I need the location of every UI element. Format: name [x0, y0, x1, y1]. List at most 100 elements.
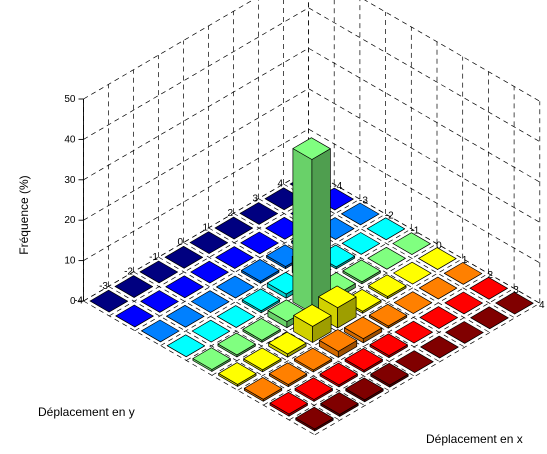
grid-line-z-4 [83, 7, 540, 143]
bar-x0-y2 [342, 259, 381, 285]
bar-x2-y-3 [268, 362, 308, 388]
bar-x-2-y-3 [166, 304, 205, 328]
bar-x2-y1 [368, 303, 408, 329]
bar-x4-y0 [395, 350, 434, 373]
bar-x-2-y-2 [191, 290, 230, 313]
x-tick-label: 0 [436, 240, 442, 251]
y-tick-label: 0 [177, 237, 183, 248]
y-tick-label: 4 [277, 179, 283, 190]
bar-x-4-y0 [189, 231, 228, 254]
x-tick-label: 1 [462, 255, 468, 266]
bar-x1-y4 [418, 247, 457, 270]
bar-x-4-y1 [214, 216, 253, 240]
bars-layer [89, 137, 534, 432]
bar-x-1-y-1 [241, 288, 281, 314]
bar-x-1-y4 [366, 217, 406, 241]
bar-x-4-y-2 [139, 260, 178, 284]
y-axis-label: Déplacement en y [38, 405, 135, 419]
y-tick-label: -1 [149, 252, 158, 263]
y-tick-label: -3 [99, 281, 108, 292]
grid-line-z-5 [83, 0, 540, 102]
z-tick-label: 10 [64, 256, 76, 267]
bar-x-4-y-1 [164, 245, 203, 269]
bar-x1-y-4 [218, 362, 257, 387]
bar-x3-y0 [369, 333, 408, 359]
grid-line-floor [288, 288, 515, 421]
bar-x-2-y0 [241, 259, 280, 284]
bar-x2-y3 [418, 276, 458, 300]
bar-x0-y-4 [192, 347, 231, 372]
grid-line-floor [263, 273, 489, 406]
x-tick-label: 4 [539, 300, 545, 311]
x-tick-label: -1 [410, 225, 419, 236]
bar-x4-y1 [420, 335, 459, 359]
bar-x1-y3 [393, 261, 432, 285]
grid-line-floor [314, 302, 540, 436]
bar-x2-y2 [393, 291, 433, 314]
bar-x0-y4 [392, 232, 431, 255]
y-tick-label: -4 [74, 296, 83, 307]
z-axis-label: Fréquence (%) [17, 175, 31, 254]
y-tick-label: 3 [252, 193, 258, 204]
bar-x0-y3 [367, 246, 406, 270]
y-tick-label: 2 [227, 208, 233, 219]
bar-x-2-y4 [341, 202, 380, 226]
bar-x4-y3 [470, 306, 509, 330]
bar-x2-y-4 [243, 377, 283, 402]
grid-line-floor [83, 169, 309, 302]
x-axis-label: Déplacement en x [426, 432, 523, 446]
x-tick-label: -2 [385, 211, 394, 222]
bar-x2-y0 [343, 316, 383, 344]
bar-x1-y2 [368, 274, 407, 300]
z-tick-label: 30 [64, 175, 76, 186]
ticks-layer: 0 10 20 30 40 50 -4 -3 -2 -1 0 1 2 3 4 -4 -3 -2 -1 0 1 2 3 4 [64, 94, 545, 311]
bar-x0-y0 [292, 137, 331, 314]
z-tick-label: 50 [64, 94, 76, 105]
bar-x4-y-1 [370, 362, 409, 388]
bar-x-3-y-1 [190, 260, 229, 284]
bar-x-3-y0 [215, 246, 254, 269]
bar-x2-y4 [443, 262, 483, 285]
bar-x0-y-2 [242, 318, 281, 343]
bar-x3-y-1 [344, 348, 383, 373]
bar-x-2-y-4 [141, 319, 180, 343]
bar-x3-y-2 [319, 362, 358, 388]
bar-x-4-y-4 [89, 289, 128, 313]
bar-x3-y1 [394, 320, 433, 344]
z-tick-label: 0 [70, 296, 76, 307]
bar-x4-y2 [445, 321, 484, 344]
bar-x-3-y1 [240, 231, 279, 255]
y-tick-label: 1 [202, 223, 208, 234]
x-tick-label: -4 [333, 181, 342, 192]
bar-x1-y-1 [293, 304, 332, 343]
bar-x1-y-2 [268, 331, 307, 358]
bar-x3-y4 [469, 276, 508, 300]
z-tick-label: 20 [64, 215, 76, 226]
bar-x0-y-3 [217, 332, 256, 358]
bar-x-3-y-3 [140, 290, 179, 313]
x-tick-label: -3 [359, 196, 368, 207]
bar-x-1-y3 [341, 232, 381, 255]
y-tick-label: -2 [124, 266, 133, 277]
bar-x4-y-4 [295, 406, 334, 432]
bar-x-4-y-3 [114, 275, 153, 298]
bar-x-1-y-3 [191, 319, 231, 343]
bar-x3-y-4 [269, 391, 308, 417]
bar-x-2-y-1 [216, 275, 255, 299]
bar-x4-y-3 [320, 392, 359, 417]
bar-x1-y-3 [243, 347, 282, 373]
bar-x4-y-2 [345, 377, 384, 403]
bar-x3-y-3 [294, 377, 333, 402]
bar-x-3-y-2 [165, 275, 204, 299]
bar-x-4-y2 [239, 202, 278, 225]
z-tick-label: 40 [64, 134, 76, 145]
bar-x4-y4 [495, 291, 534, 315]
bar-x-1-y-2 [216, 305, 256, 328]
bar-x3-y2 [419, 306, 458, 329]
bar-x2-y-2 [293, 347, 333, 373]
bar-x-1-y-4 [166, 334, 206, 358]
x-tick-label: 3 [513, 285, 519, 296]
bar-x-3-y-4 [115, 304, 154, 328]
bar-x3-y3 [444, 291, 483, 315]
